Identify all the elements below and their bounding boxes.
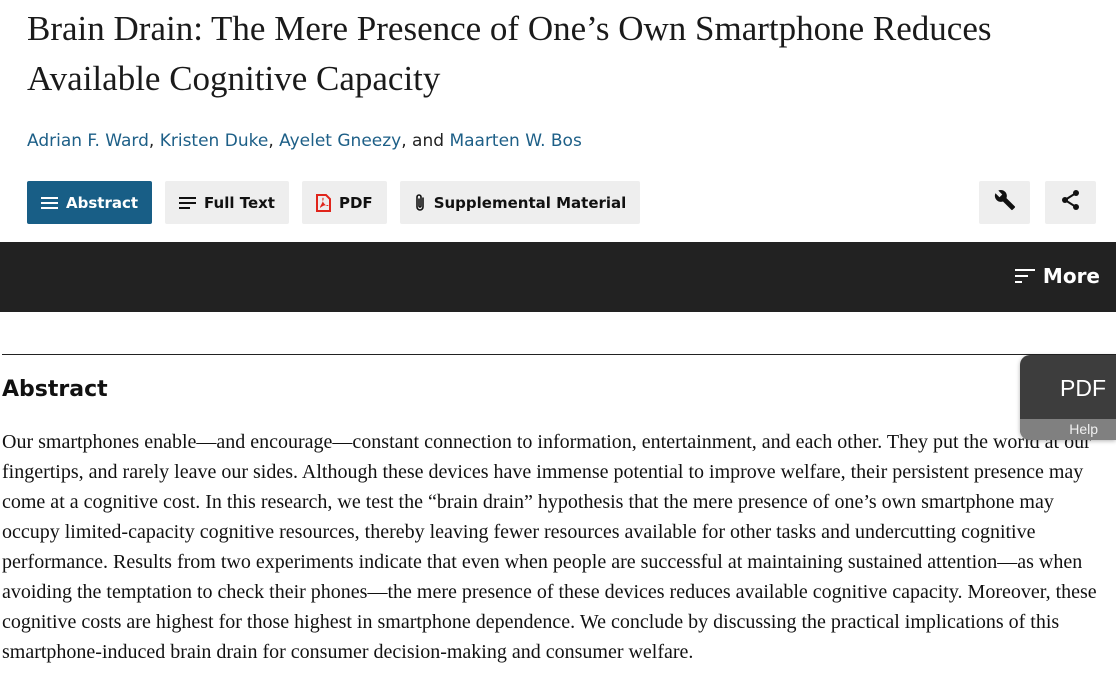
abstract-heading: Abstract: [2, 377, 108, 402]
paperclip-icon: [414, 193, 426, 213]
more-label: More: [1042, 264, 1100, 288]
article-navbar: More: [0, 242, 1116, 312]
abstract-text: Our smartphones enable—and encourage—con…: [2, 431, 1097, 663]
tab-label: Abstract: [66, 193, 139, 212]
author-separator: , and: [401, 131, 450, 151]
author-list: Adrian F. Ward, Kristen Duke, Ayelet Gne…: [27, 128, 582, 154]
pdf-widget-label: PDF: [1060, 375, 1106, 401]
help-link[interactable]: Help: [1020, 419, 1116, 440]
share-icon: [1061, 189, 1081, 216]
author-link[interactable]: Ayelet Gneezy: [279, 131, 402, 151]
share-button[interactable]: [1045, 181, 1096, 224]
text-lines-icon: [179, 196, 197, 210]
author-separator: ,: [268, 131, 280, 151]
section-divider: [2, 354, 1116, 355]
tab-full-text[interactable]: Full Text: [165, 181, 289, 224]
article-title: Brain Drain: The Mere Presence of One’s …: [27, 9, 992, 98]
author-link[interactable]: Maarten W. Bos: [449, 131, 582, 151]
list-icon: [41, 196, 58, 210]
more-button[interactable]: More: [1014, 264, 1100, 288]
tab-supplemental-material[interactable]: Supplemental Material: [399, 181, 641, 224]
tab-pdf[interactable]: PDF: [301, 181, 387, 224]
article-tabs: Abstract Full Text PDF Supplemental Mate…: [27, 181, 653, 224]
tab-label: Full Text: [204, 193, 275, 212]
pdf-floating-widget[interactable]: PDF Help: [1020, 355, 1116, 440]
tab-abstract[interactable]: Abstract: [27, 181, 153, 224]
author-separator: ,: [148, 131, 160, 151]
sort-lines-icon: [1014, 268, 1035, 284]
author-link[interactable]: Kristen Duke: [159, 131, 269, 151]
tab-label: PDF: [338, 193, 373, 212]
pdf-file-icon: [315, 193, 331, 212]
tools-button[interactable]: [979, 181, 1030, 224]
tab-label: Supplemental Material: [433, 193, 627, 212]
author-link[interactable]: Adrian F. Ward: [27, 131, 149, 151]
wrench-icon: [994, 189, 1016, 216]
